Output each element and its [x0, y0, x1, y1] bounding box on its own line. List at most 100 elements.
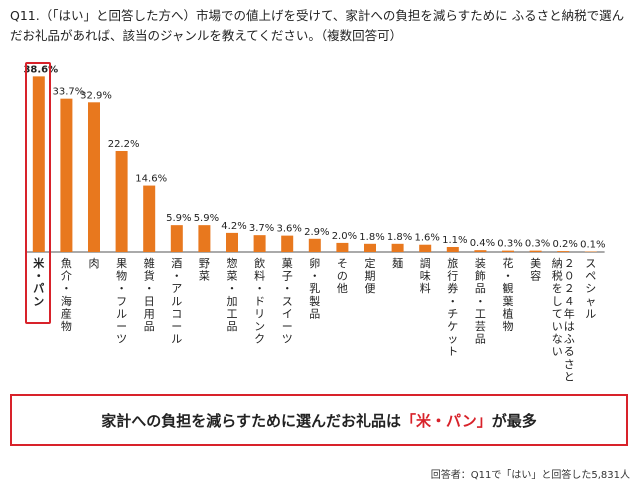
bar-value-label: 2.0% — [332, 231, 357, 242]
category-label: 果 — [116, 257, 127, 270]
category-label: ・ — [61, 282, 72, 295]
category-label: 工 — [475, 307, 486, 320]
bar-value-label: 1.8% — [387, 232, 412, 243]
category-label: ・ — [116, 282, 127, 295]
bar-5 — [170, 225, 183, 252]
category-label: 惣 — [227, 256, 238, 270]
bar-19 — [557, 251, 570, 252]
category-label: ャ — [585, 295, 596, 308]
category-label: そ — [337, 257, 348, 270]
category-label: チ — [447, 307, 458, 320]
category-label: ケ — [447, 320, 458, 333]
category-label: ル — [171, 333, 182, 346]
bar-value-label: 38.6% — [23, 64, 58, 75]
category-label: 調 — [420, 256, 431, 270]
category-label: ク — [254, 333, 265, 346]
conclusion-highlight: 「米・パン」 — [400, 411, 492, 430]
bar-16 — [474, 250, 487, 252]
category-label: 介 — [61, 270, 72, 283]
category-label: ツ — [282, 333, 293, 346]
category-label: い — [552, 320, 563, 333]
category-label: ４ — [564, 295, 575, 308]
bar-value-label: 3.7% — [249, 223, 274, 234]
bar-value-label: 0.4% — [470, 238, 495, 249]
question-text: Q11.（「はい」と回答した方へ）市場での値上げを受けて、家計への負担を減らすた… — [10, 8, 625, 43]
bar-2 — [88, 102, 100, 253]
bar-11 — [336, 242, 349, 252]
bar-13 — [391, 243, 404, 252]
category-label: 工 — [227, 307, 238, 320]
category-label: 定 — [365, 256, 376, 270]
bar-value-label: 1.6% — [414, 233, 439, 244]
category-label: 乳 — [309, 282, 320, 295]
category-label: ト — [447, 345, 458, 358]
category-label: 米 — [32, 256, 45, 270]
category-label: と — [564, 370, 575, 383]
category-label: 海 — [61, 294, 72, 308]
category-label: 酒 — [171, 257, 182, 270]
category-label: 品 — [144, 320, 155, 333]
category-label: 物 — [116, 269, 127, 283]
category-label: 税 — [552, 269, 563, 283]
bar-value-label: 1.1% — [442, 235, 467, 246]
bar-10 — [308, 238, 321, 252]
bar-value-label: 0.1% — [580, 240, 605, 251]
bar-value-label: 14.6% — [135, 174, 167, 185]
respondent-footnote: 回答者：Q11で「はい」と回答した5,831人 — [430, 470, 630, 481]
category-label: 製 — [309, 294, 320, 308]
category-label: 用 — [144, 307, 155, 320]
category-label: 肉 — [89, 257, 100, 270]
category-label: 産 — [61, 307, 72, 320]
category-label: ・ — [254, 282, 265, 295]
category-label: 菓 — [282, 257, 293, 270]
category-label: さ — [564, 358, 575, 371]
top-category-highlight — [25, 62, 51, 324]
bar-18 — [529, 250, 542, 252]
bar-value-label: 5.9% — [166, 213, 191, 224]
category-label: 料 — [254, 269, 265, 283]
category-label: ・ — [282, 282, 293, 295]
category-label: 味 — [420, 270, 431, 283]
bar-3 — [115, 150, 128, 252]
category-label: ・ — [475, 295, 486, 308]
category-label: イ — [282, 307, 293, 320]
category-label: フ — [116, 295, 127, 308]
category-label: 植 — [503, 306, 514, 320]
category-label: 期 — [365, 270, 376, 283]
category-label: は — [564, 320, 575, 333]
category-label: 葉 — [503, 294, 514, 308]
bar-0 — [32, 76, 45, 253]
category-label: ・ — [33, 270, 44, 283]
category-label: 飾 — [475, 270, 486, 283]
category-label: 券 — [447, 281, 458, 295]
category-label: 品 — [309, 307, 320, 320]
category-label: 花 — [503, 257, 514, 270]
category-label: ー — [171, 320, 182, 333]
category-label: 旅 — [447, 256, 458, 270]
category-label: ・ — [503, 270, 514, 283]
category-label: ・ — [171, 270, 182, 283]
category-label: 卵 — [309, 257, 320, 270]
category-label: 麺 — [392, 257, 403, 270]
bar-value-label: 2.9% — [304, 227, 329, 238]
category-label: 貨 — [144, 269, 155, 283]
bar-12 — [364, 243, 376, 252]
category-label: シ — [585, 282, 596, 295]
category-label: ン — [33, 295, 44, 308]
bar-14 — [419, 244, 432, 252]
category-label: 品 — [475, 282, 486, 295]
category-label: る — [564, 345, 575, 358]
category-label: 飲 — [254, 256, 265, 270]
category-label: ・ — [144, 282, 155, 295]
category-label: ・ — [447, 295, 458, 308]
category-label: の — [337, 270, 348, 283]
bar-value-label: 33.7% — [53, 87, 85, 98]
category-label: 品 — [475, 333, 486, 346]
bar-value-label: 0.3% — [497, 239, 522, 250]
category-label: 年 — [564, 306, 575, 320]
bar-6 — [198, 225, 211, 252]
category-label: 野 — [199, 257, 210, 270]
category-label: 便 — [365, 282, 376, 295]
bar-value-label: 0.3% — [525, 239, 550, 250]
category-label: 料 — [420, 281, 431, 295]
